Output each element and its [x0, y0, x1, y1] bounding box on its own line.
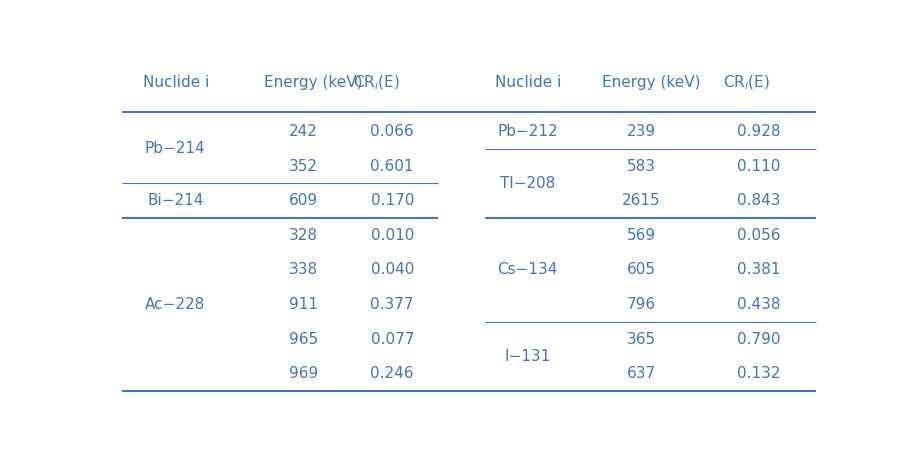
- Text: 0.843: 0.843: [737, 193, 780, 208]
- Text: Energy (keV): Energy (keV): [602, 75, 700, 90]
- Text: 796: 796: [627, 297, 655, 312]
- Text: 0.170: 0.170: [371, 193, 414, 208]
- Text: Pb−214: Pb−214: [145, 141, 206, 156]
- Text: 0.246: 0.246: [371, 366, 414, 381]
- Text: Nuclide i: Nuclide i: [496, 75, 562, 90]
- Text: 0.438: 0.438: [737, 297, 780, 312]
- Text: CR$_i$(E): CR$_i$(E): [353, 73, 400, 92]
- Text: 569: 569: [627, 228, 655, 243]
- Text: 0.010: 0.010: [371, 228, 414, 243]
- Text: 609: 609: [289, 193, 318, 208]
- Text: 0.077: 0.077: [371, 332, 414, 347]
- Text: 0.928: 0.928: [737, 124, 780, 139]
- Text: 605: 605: [627, 263, 655, 278]
- Text: 2615: 2615: [621, 193, 661, 208]
- Text: 965: 965: [289, 332, 318, 347]
- Text: 239: 239: [627, 124, 655, 139]
- Text: 352: 352: [289, 158, 318, 173]
- Text: 0.066: 0.066: [370, 124, 414, 139]
- Text: Bi−214: Bi−214: [147, 193, 204, 208]
- Text: 328: 328: [289, 228, 318, 243]
- Text: 365: 365: [627, 332, 655, 347]
- Text: 0.056: 0.056: [737, 228, 780, 243]
- Text: I−131: I−131: [504, 349, 551, 364]
- Text: Energy (keV): Energy (keV): [264, 75, 363, 90]
- Text: 0.132: 0.132: [737, 366, 780, 381]
- Text: 637: 637: [627, 366, 655, 381]
- Text: CR$_i$(E): CR$_i$(E): [723, 73, 770, 92]
- Text: 242: 242: [289, 124, 318, 139]
- Text: 911: 911: [289, 297, 318, 312]
- Text: 0.601: 0.601: [371, 158, 414, 173]
- Text: Cs−134: Cs−134: [498, 263, 557, 278]
- Text: 0.790: 0.790: [737, 332, 780, 347]
- Text: 0.040: 0.040: [371, 263, 414, 278]
- Text: 0.377: 0.377: [371, 297, 414, 312]
- Text: Ac−228: Ac−228: [145, 297, 206, 312]
- Text: 338: 338: [289, 263, 318, 278]
- Text: 969: 969: [288, 366, 318, 381]
- Text: Pb−212: Pb−212: [497, 124, 558, 139]
- Text: Nuclide i: Nuclide i: [143, 75, 209, 90]
- Text: 0.381: 0.381: [737, 263, 780, 278]
- Text: 0.110: 0.110: [737, 158, 780, 173]
- Text: 583: 583: [627, 158, 655, 173]
- Text: Tl−208: Tl−208: [499, 176, 555, 191]
